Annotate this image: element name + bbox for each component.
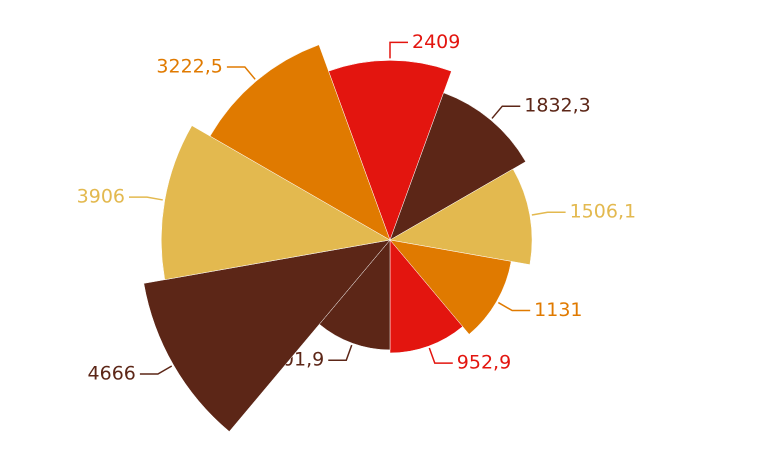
leader-line — [497, 301, 531, 312]
leader-line — [491, 105, 521, 119]
leader-line — [531, 211, 566, 216]
leader-line — [226, 66, 256, 80]
leader-line — [389, 41, 408, 59]
rose-slice — [389, 92, 527, 241]
data-label: 1832,3 — [524, 95, 590, 117]
rose-slice — [143, 239, 391, 432]
data-label: 1131 — [534, 299, 582, 321]
data-label: 4666 — [88, 363, 136, 385]
leader-line — [129, 196, 163, 201]
data-label: 3222,5 — [156, 56, 222, 78]
data-label: 952,9 — [457, 352, 511, 374]
leader-line — [428, 347, 453, 364]
rose-slice — [209, 44, 391, 241]
rose-slice — [318, 239, 391, 351]
rose-slice — [161, 125, 391, 281]
rose-slice — [328, 60, 452, 241]
data-label: 2409 — [412, 31, 460, 53]
data-label: 1506,1 — [570, 201, 636, 223]
leader-line — [139, 365, 173, 375]
rose-slice — [389, 239, 463, 354]
rose-slice — [389, 168, 533, 265]
rose-slice — [389, 239, 512, 335]
data-label: 3906 — [77, 186, 125, 208]
leader-line — [328, 344, 353, 361]
